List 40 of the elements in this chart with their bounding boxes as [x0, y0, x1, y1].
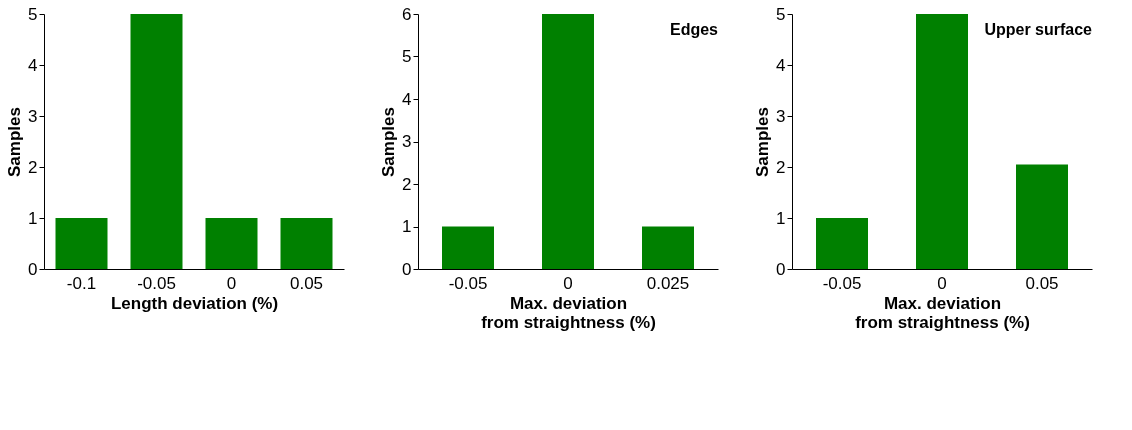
annotation: Upper surface [984, 21, 1093, 38]
x-tick-label: 0 [226, 273, 237, 293]
x-axis-title: Max. deviation from straightness (%) [481, 293, 656, 332]
x-axis-title: Max. deviation from straightness (%) [855, 293, 1030, 332]
x-tick-label: 0 [563, 273, 573, 293]
y-axis-title: Samples [5, 107, 25, 177]
x-tick-label: 0.05 [1025, 273, 1059, 293]
y-tick-label: 6 [402, 4, 412, 24]
y-tick-label: 3 [28, 106, 38, 126]
x-tick-label: -0.05 [137, 273, 176, 293]
x-tick-label: 0 [937, 273, 947, 293]
y-tick-label: 2 [776, 157, 786, 177]
x-tick-label: 0.025 [646, 273, 690, 293]
x-tick-label: -0.1 [66, 273, 97, 293]
y-tick-label: 5 [402, 47, 412, 66]
x-tick-label: -0.05 [448, 273, 488, 293]
annotation: Edges [669, 21, 719, 38]
y-tick-label: 4 [402, 89, 412, 109]
y-tick-label: 1 [776, 208, 786, 228]
bar [816, 218, 868, 269]
x-axis-title: Length deviation (%) [110, 293, 279, 313]
y-tick-label: 0 [776, 259, 786, 279]
y-axis-title: Samples [379, 107, 399, 177]
y-tick-label: 3 [402, 132, 412, 151]
y-tick-label: 0 [402, 259, 412, 279]
y-tick-label: 2 [28, 157, 38, 177]
y-tick-label: 2 [402, 174, 412, 194]
y-tick-label: 1 [28, 208, 38, 228]
y-axis-title: Samples [753, 107, 773, 177]
y-tick-label: 4 [28, 55, 38, 75]
bar [1016, 164, 1068, 269]
y-tick-label: 5 [28, 4, 38, 24]
x-tick-label: 0.05 [289, 273, 324, 293]
x-tick-label: -0.05 [822, 273, 862, 293]
y-tick-label: 3 [776, 106, 786, 126]
bar [916, 14, 968, 269]
y-tick-label: 0 [28, 259, 38, 279]
y-tick-label: 5 [776, 4, 786, 24]
y-tick-label: 4 [776, 55, 786, 75]
y-tick-label: 1 [402, 217, 412, 236]
